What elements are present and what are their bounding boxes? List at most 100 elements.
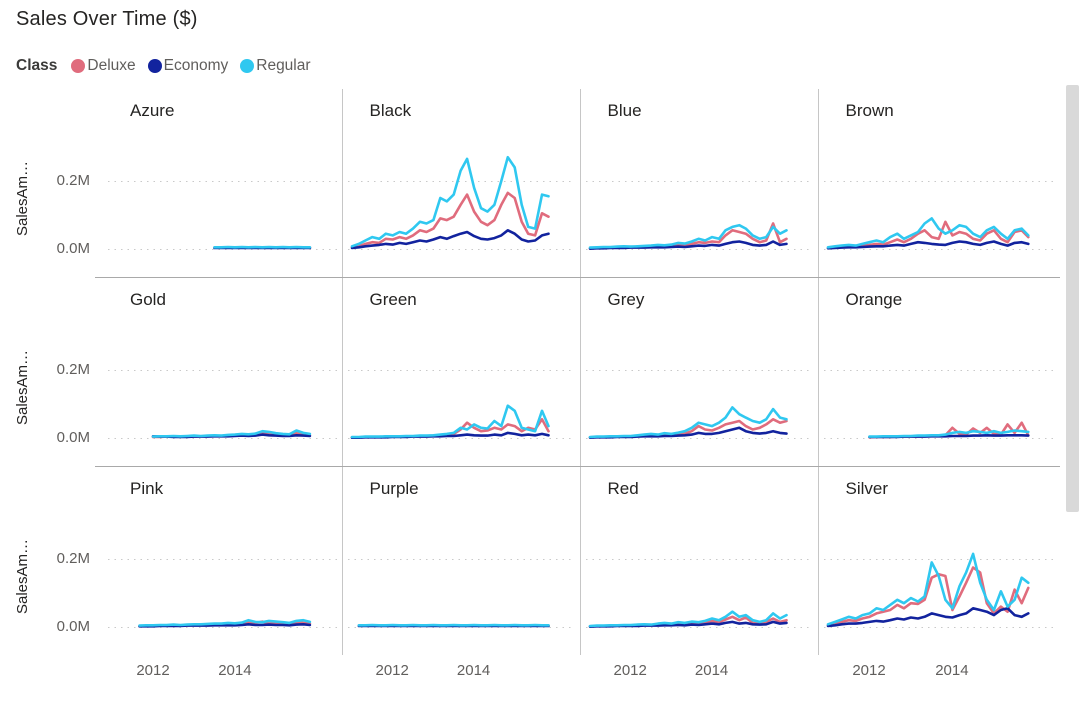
y-tick-label: 0.2M [56,361,90,378]
line-regular [350,404,550,439]
line-deluxe [826,566,1030,627]
gridline [823,181,1055,182]
gridline [108,559,337,560]
gridline [585,559,813,560]
x-tick-label: 2012 [852,662,886,679]
line-regular [151,429,312,438]
gridline [108,249,337,250]
panel-brown[interactable]: Brown [819,88,1061,277]
gridline [585,438,813,439]
line-economy [826,240,1030,250]
x-tick-label: 2014 [935,662,969,679]
gridline [347,627,575,628]
line-regular [138,618,312,627]
panel-pink[interactable]: Pink [103,466,342,655]
chart-title: Sales Over Time ($) [16,8,198,30]
panel-gold[interactable]: Gold [103,277,342,466]
panel-silver[interactable]: Silver [819,466,1061,655]
vertical-scrollbar-thumb[interactable] [1066,85,1079,512]
panel-purple[interactable]: Purple [343,466,581,655]
panel-title: Pink [130,479,164,498]
panel-title: Red [607,479,639,498]
gridline [108,438,337,439]
y-axis-title: SalesAm… [12,133,34,263]
line-regular [826,217,1030,249]
gridline [347,370,575,371]
line-economy [350,229,550,250]
column-separator [342,89,343,655]
line-regular [867,429,1030,438]
panel-title: Purple [369,479,419,498]
panel-title: Blue [607,101,642,120]
line-regular [588,406,788,439]
legend: Class Deluxe Economy Regular [16,57,323,75]
line-regular [588,610,788,628]
column-separator [580,89,581,655]
panel-blue[interactable]: Blue [581,88,819,277]
gridline [585,627,813,628]
x-tick-label: 2012 [136,662,170,679]
x-tick-label: 2014 [456,662,491,679]
x-tick-label: 2014 [694,662,729,679]
row-separator [95,277,1060,278]
gridline [823,438,1055,439]
panel-title: Gold [130,290,166,309]
legend-item-economy[interactable]: Economy [147,57,229,75]
y-tick-label: 0.0M [56,240,90,257]
y-axis-title: SalesAm… [12,322,34,452]
line-deluxe [350,191,550,249]
x-tick-label: 2014 [218,662,252,679]
line-economy [826,607,1030,628]
gridline [585,370,813,371]
legend-dot-regular [240,59,255,73]
line-regular [826,552,1030,626]
gridline [347,559,575,560]
legend-dot-deluxe [71,59,86,73]
y-tick-label: 0.0M [56,429,90,446]
x-tick-label: 2012 [375,662,409,679]
line-economy [588,240,788,250]
y-axis-title-text: SalesAm… [14,160,32,236]
gridline [823,249,1055,250]
legend-title: Class [16,57,58,74]
panel-title: Azure [130,101,175,120]
gridline [585,249,813,250]
row-separator [95,466,1060,467]
gridline [347,249,575,250]
x-tick-label: 2012 [613,662,647,679]
legend-item-deluxe[interactable]: Deluxe [71,57,136,75]
gridline [347,438,575,439]
panel-title: Brown [845,101,894,120]
gridline [823,370,1055,371]
y-tick-label: 0.2M [56,172,90,189]
panel-black[interactable]: Black [343,88,581,277]
panel-orange[interactable]: Orange [819,277,1061,466]
gridline [585,181,813,182]
gridline [108,627,337,628]
panel-azure[interactable]: Azure [103,88,342,277]
line-regular [588,223,788,249]
gridline [823,559,1055,560]
gridline [823,627,1055,628]
panel-title: Grey [607,290,645,309]
panel-title: Silver [845,479,889,498]
panel-title: Orange [845,290,903,309]
legend-label: Regular [256,57,311,74]
legend-dot-economy [147,59,162,73]
line-regular [350,155,550,248]
legend-label: Deluxe [87,57,136,74]
legend-item-regular[interactable]: Regular [240,57,311,75]
legend-label: Economy [163,57,229,74]
panel-green[interactable]: Green [343,277,581,466]
gridline [347,181,575,182]
y-tick-label: 0.0M [56,618,90,635]
panel-red[interactable]: Red [581,466,819,655]
gridline [108,181,337,182]
y-axis-title: SalesAm… [12,511,34,641]
panel-title: Black [369,101,412,120]
panel-grey[interactable]: Grey [581,277,819,466]
y-axis-title-text: SalesAm… [14,538,32,614]
gridline [108,370,337,371]
y-tick-label: 0.2M [56,550,90,567]
